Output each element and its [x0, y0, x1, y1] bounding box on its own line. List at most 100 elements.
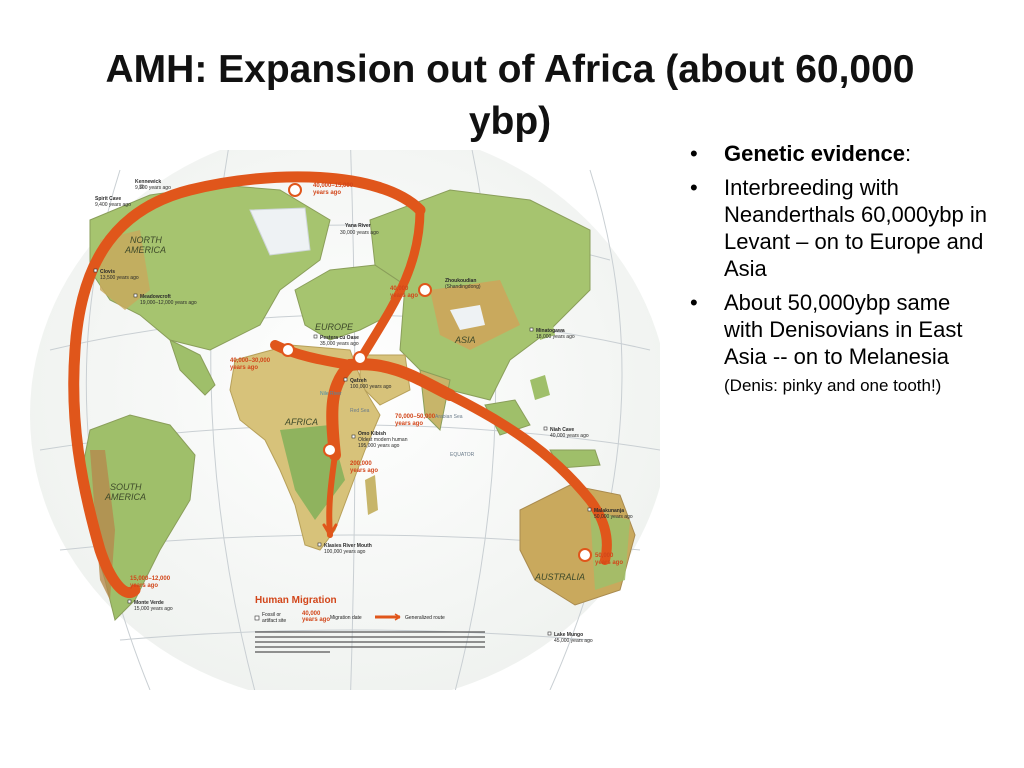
- date-5-b: years ago: [350, 468, 378, 474]
- date-7-b: years ago: [130, 583, 158, 589]
- site-meadowcroft-name: Meadowcroft: [140, 294, 171, 300]
- bullet-denisovians: About 50,000ybp same with Denisovians in…: [690, 289, 990, 397]
- site-mungo-date: 45,000 years ago: [554, 638, 593, 644]
- legend-fossil-symbol: [254, 615, 260, 621]
- site-kennewick-date: 9,300 years ago: [135, 185, 171, 191]
- site-zhoukoudian-name: Zhoukoudian: [445, 278, 476, 284]
- marker-1: [323, 443, 337, 457]
- legend-route-label: Generalized route: [405, 615, 445, 621]
- fossil-sites: Kennewick 9,300 years ago Spirit Cave 9,…: [93, 179, 633, 644]
- site-pestera-name: Pestera cu Oase: [320, 335, 359, 341]
- site-omo-date: 195,000 years ago: [358, 443, 400, 449]
- site-minatogawa-name: Minatogawa: [536, 328, 565, 334]
- legend-fossil-label-2: artifact site: [262, 618, 286, 624]
- date-2-a: 40,000: [390, 286, 409, 292]
- site-qafzeh-date: 100,000 years ago: [350, 384, 392, 390]
- date-4-b: years ago: [395, 421, 423, 427]
- map-legend: Human Migration Fossil or artifact site …: [254, 595, 445, 624]
- philippines-landmass: [530, 375, 550, 400]
- region-labels: NORTH AMERICA SOUTH AMERICA EUROPE ASIA …: [104, 235, 585, 582]
- label-africa: AFRICA: [284, 417, 318, 427]
- migration-routes: [68, 171, 612, 598]
- label-north-america-2: AMERICA: [124, 245, 166, 255]
- route-to-north-asia: [355, 205, 425, 365]
- marker-4: [281, 343, 295, 357]
- route-to-south-africa: [326, 452, 338, 538]
- site-omo-desc: Oldest modern human: [358, 437, 408, 443]
- legend-date-label: Migration date: [330, 615, 362, 621]
- bullet-3-text: About 50,000ybp same with Denisovians in…: [724, 290, 963, 369]
- date-6-b: years ago: [595, 560, 623, 566]
- marker-6: [288, 183, 302, 197]
- site-yana-name: Yana River: [345, 223, 371, 229]
- legend-date-sample-1: 40,000: [302, 611, 321, 617]
- central-america-landmass: [169, 339, 216, 396]
- label-europe: EUROPE: [315, 322, 354, 332]
- migration-map-svg: NORTH AMERICA SOUTH AMERICA EUROPE ASIA …: [30, 125, 670, 711]
- label-australia: AUSTRALIA: [534, 572, 585, 582]
- label-equator: EQUATOR: [450, 452, 475, 458]
- site-klasies-name: Klasies River Mouth: [324, 543, 372, 549]
- japan-landmass: [535, 310, 555, 340]
- date-2-b: years ago: [390, 293, 418, 299]
- site-clovis-name: Clovis: [100, 269, 115, 275]
- site-niah-date: 40,000 years ago: [550, 433, 589, 439]
- migration-map: NORTH AMERICA SOUTH AMERICA EUROPE ASIA …: [30, 125, 670, 711]
- bullet-list: Genetic evidence: Interbreeding with Nea…: [690, 140, 990, 404]
- site-pestera-date: 35,000 years ago: [320, 341, 359, 347]
- migration-dates: 40,000–15,000 years ago 40,000 years ago…: [130, 183, 623, 589]
- site-clovis-date: 13,500 years ago: [100, 275, 139, 281]
- site-klasies-date: 100,000 years ago: [324, 549, 366, 555]
- label-asia: ASIA: [454, 335, 476, 345]
- site-meadowcroft-date: 19,000–12,000 years ago: [140, 300, 197, 306]
- map-source-credits: [255, 631, 485, 653]
- bullet-1-bold: Genetic evidence: [724, 141, 905, 166]
- label-north-america-1: NORTH: [130, 235, 162, 245]
- site-kennewick-name: Kennewick: [135, 179, 161, 185]
- marker-5: [418, 283, 432, 297]
- route-markers: [281, 183, 592, 562]
- madagascar-landmass: [365, 475, 378, 515]
- legend-fossil-label-1: Fossil or: [262, 612, 281, 618]
- legend-date-sample-2: years ago: [302, 617, 330, 623]
- site-minatogawa-date: 18,000 years ago: [536, 334, 575, 340]
- route-from-east-africa: [326, 359, 356, 461]
- site-spirit-name: Spirit Cave: [95, 196, 121, 202]
- marker-3: [578, 548, 592, 562]
- date-3-b: years ago: [230, 365, 258, 371]
- site-niah-name: Niah Cave: [550, 427, 574, 433]
- water-labels: EQUATOR Nile River Red Sea Arabian Sea: [320, 391, 475, 458]
- site-zhoukoudian-sub: (Shandingdong): [445, 284, 481, 290]
- date-7-a: 15,000–12,000: [130, 576, 171, 582]
- site-monte-date: 15,000 years ago: [134, 606, 173, 612]
- date-4-a: 70,000–50,000: [395, 414, 436, 420]
- bullet-3-note: (Denis: pinky and one tooth!): [724, 376, 942, 395]
- label-south-america-1: SOUTH: [110, 482, 142, 492]
- site-qafzeh-name: Qafzeh: [350, 378, 367, 384]
- date-3-a: 40,000–30,000: [230, 358, 271, 364]
- date-1-b: years ago: [313, 190, 341, 196]
- route-to-australia: [445, 390, 612, 565]
- site-spirit-date: 9,400 years ago: [95, 202, 131, 208]
- marker-2: [353, 351, 367, 365]
- site-yana-date: 30,000 years ago: [340, 230, 379, 236]
- legend-route-arrow: [394, 613, 401, 621]
- label-red-sea: Red Sea: [350, 408, 370, 414]
- bullet-1-rest: :: [904, 141, 912, 166]
- bullet-genetic-evidence: Genetic evidence:: [690, 140, 990, 167]
- himalaya-ice: [450, 305, 485, 330]
- label-nile: Nile River: [320, 391, 342, 397]
- route-to-americas: [68, 171, 426, 598]
- site-mungo-name: Lake Mungo: [554, 632, 583, 638]
- rockies-terrain: [100, 230, 150, 310]
- greenland-ice: [249, 207, 311, 256]
- bullet-2-text: Interbreeding with Neanderthals 60,000yb…: [724, 175, 987, 281]
- legend-title: Human Migration: [255, 595, 337, 606]
- date-1-a: 40,000–15,000: [313, 183, 354, 189]
- date-6-a: 50,000: [595, 553, 614, 559]
- site-omo-name: Omo Kibish: [358, 431, 386, 437]
- label-south-america-2: AMERICA: [104, 492, 146, 502]
- arrow-south-africa: [322, 523, 338, 537]
- label-arabian-sea: Arabian Sea: [435, 414, 463, 420]
- title-line-1: AMH: Expansion out of Africa (about 60,0…: [105, 48, 915, 91]
